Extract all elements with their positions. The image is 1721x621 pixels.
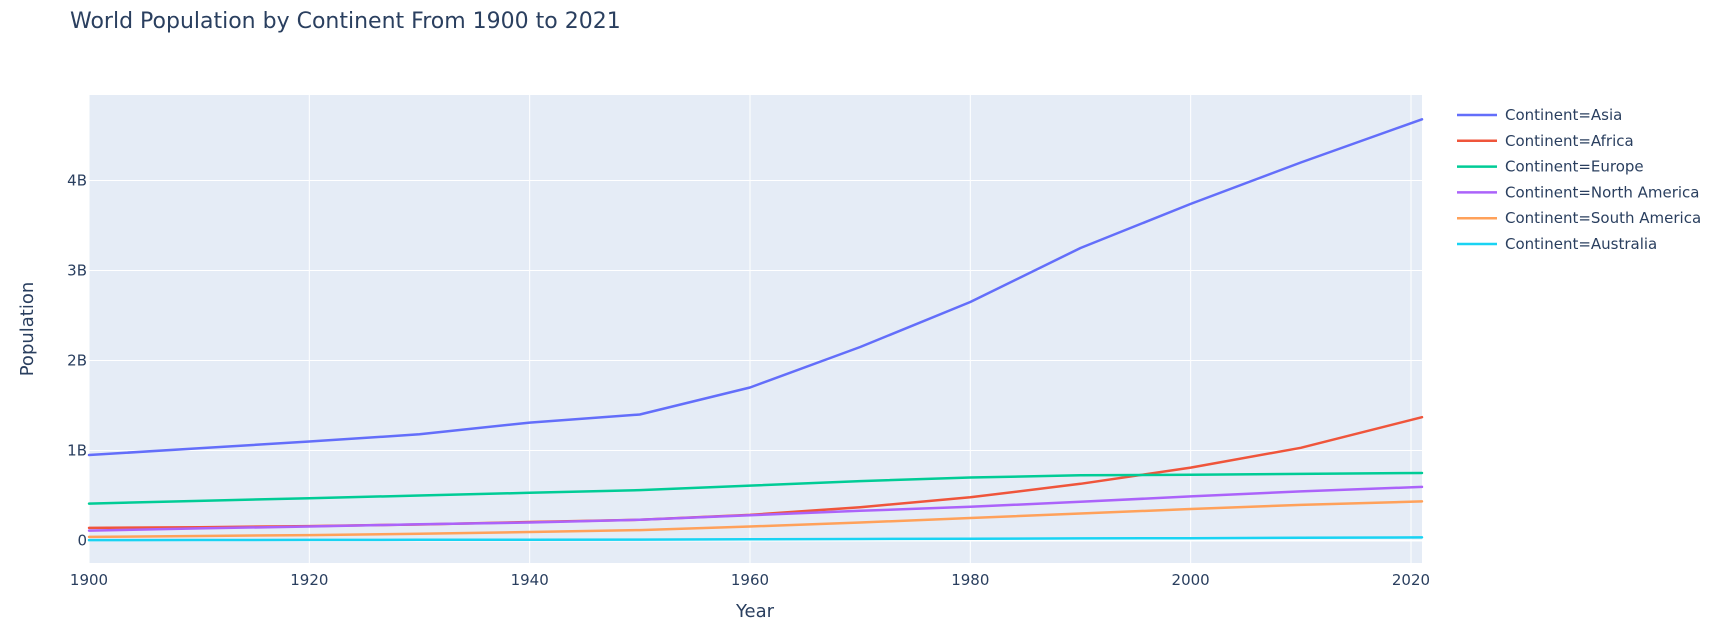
plot-area: [89, 95, 1422, 563]
x-tick-label: 2000: [1172, 571, 1210, 589]
series-line-5[interactable]: [87, 536, 1424, 542]
legend[interactable]: Continent=Asia Continent=Africa Continent=…: [1457, 106, 1701, 253]
legend-label: Continent=South America: [1505, 209, 1701, 227]
legend-item[interactable]: Continent=Australia: [1457, 235, 1657, 253]
y-axis-ticks: 0 1B 2B 3B 4B: [67, 172, 87, 550]
legend-label: Continent=North America: [1505, 183, 1700, 201]
legend-item[interactable]: Continent=North America: [1457, 183, 1700, 201]
x-axis-title: Year: [735, 601, 775, 621]
chart-title: World Population by Continent From 1900 …: [70, 9, 621, 34]
y-tick-label: 4B: [67, 172, 87, 190]
x-tick-label: 2020: [1392, 571, 1430, 589]
grid-layer: [88, 95, 1422, 563]
legend-label: Continent=Australia: [1505, 235, 1657, 253]
legend-item[interactable]: Continent=Africa: [1457, 132, 1634, 150]
series-line-0[interactable]: [87, 118, 1424, 457]
y-tick-label: 1B: [67, 442, 87, 460]
series-layer: [87, 118, 1424, 542]
series-line-4[interactable]: [87, 500, 1424, 539]
y-tick-label: 3B: [67, 262, 87, 280]
legend-label: Continent=Africa: [1505, 132, 1634, 150]
x-tick-label: 1900: [70, 571, 108, 589]
y-tick-label: 0: [77, 532, 87, 550]
series-line-2[interactable]: [87, 471, 1424, 505]
x-tick-label: 1940: [511, 571, 549, 589]
series-line-3[interactable]: [87, 485, 1424, 532]
x-tick-label: 1920: [290, 571, 328, 589]
x-axis-ticks: 1900 1920 1940 1960 1980 2000 2020: [70, 571, 1430, 589]
legend-item[interactable]: Continent=Europe: [1457, 158, 1644, 176]
y-axis-title: Population: [17, 282, 38, 377]
legend-label: Continent=Europe: [1505, 158, 1644, 176]
legend-item[interactable]: Continent=Asia: [1457, 106, 1622, 124]
y-tick-label: 2B: [67, 352, 87, 370]
legend-label: Continent=Asia: [1505, 106, 1622, 124]
x-tick-label: 1980: [951, 571, 989, 589]
x-tick-label: 1960: [731, 571, 769, 589]
legend-item[interactable]: Continent=South America: [1457, 209, 1701, 227]
